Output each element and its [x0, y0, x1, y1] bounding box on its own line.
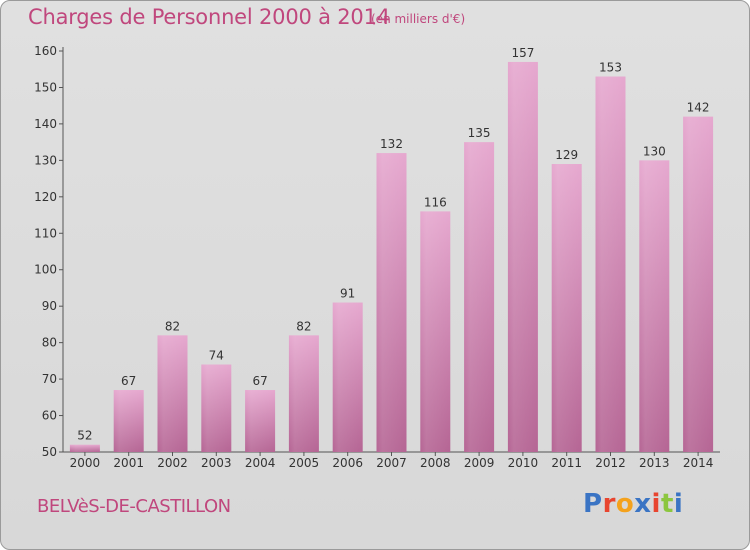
- logo-letter: r: [602, 489, 616, 519]
- commune-name: BELVèS-DE-CASTILLON: [37, 496, 231, 517]
- data-label: 82: [296, 319, 311, 333]
- y-tick-label: 140: [34, 117, 57, 131]
- y-tick-label: 70: [42, 372, 57, 386]
- data-label: 52: [77, 429, 92, 443]
- logo-letter: t: [660, 489, 674, 519]
- bar-highlight: [201, 364, 232, 452]
- bar-highlight: [69, 444, 100, 452]
- x-tick-label: 2012: [595, 456, 626, 470]
- x-tick-label: 2007: [376, 456, 407, 470]
- x-tick-label: 2004: [245, 456, 276, 470]
- chart-title: Charges de Personnel 2000 à 2014: [28, 5, 390, 29]
- data-label: 74: [209, 349, 224, 363]
- proxiti-logo: Proxiti: [583, 489, 683, 519]
- x-tick-label: 2013: [639, 456, 670, 470]
- bar-highlight: [157, 335, 188, 452]
- data-label: 142: [687, 101, 710, 115]
- chart-subtitle: (en milliers d'€): [371, 12, 466, 26]
- x-tick-label: 2008: [420, 456, 451, 470]
- y-tick-label: 100: [34, 263, 57, 277]
- x-tick-label: 2006: [332, 456, 363, 470]
- y-tick-label: 90: [42, 299, 57, 313]
- y-tick-label: 60: [42, 409, 57, 423]
- logo-letter: P: [583, 489, 603, 519]
- data-label: 116: [424, 195, 447, 209]
- x-tick-label: 2011: [551, 456, 582, 470]
- bar-highlight: [639, 160, 670, 452]
- x-tick-label: 2002: [157, 456, 188, 470]
- y-tick-label: 50: [42, 445, 57, 459]
- y-tick-label: 130: [34, 153, 57, 167]
- logo-letter: o: [615, 489, 635, 519]
- y-tick-label: 160: [34, 44, 57, 58]
- x-tick-label: 2001: [113, 456, 144, 470]
- data-label: 82: [165, 319, 180, 333]
- bar-highlight: [113, 390, 144, 452]
- bars: [69, 61, 714, 453]
- x-tick-label: 2009: [464, 456, 495, 470]
- bar-highlight: [507, 61, 538, 452]
- bar-highlight: [288, 335, 319, 452]
- y-tick-label: 110: [34, 226, 57, 240]
- data-label: 157: [511, 46, 534, 60]
- bar-highlight: [376, 153, 407, 452]
- data-label: 153: [599, 61, 622, 75]
- x-axis: 2000 2001 2002 2003 2004 2005 2006 2007 2008 2009…: [63, 451, 720, 470]
- x-tick-label: 2000: [70, 456, 101, 470]
- data-label: 135: [468, 126, 491, 140]
- data-label: 130: [643, 144, 666, 158]
- bar-highlight: [245, 390, 276, 452]
- y-tick-label: 120: [34, 190, 57, 204]
- data-label: 67: [252, 374, 267, 388]
- x-tick-label: 2003: [201, 456, 232, 470]
- y-tick-label: 80: [42, 336, 57, 350]
- data-labels: 52 67 82 74 67 82 91 132 116 135 157 129 153 130 142: [77, 46, 709, 443]
- x-tick-label: 2005: [289, 456, 320, 470]
- bar-highlight: [332, 302, 363, 452]
- bar-highlight: [595, 76, 626, 452]
- logo-letter: i: [651, 489, 661, 519]
- data-label: 129: [555, 148, 578, 162]
- logo-letter: i: [673, 489, 684, 519]
- bar-highlight: [683, 116, 714, 453]
- y-tick-label: 150: [34, 80, 57, 94]
- data-label: 132: [380, 137, 403, 151]
- x-tick-label: 2014: [683, 456, 714, 470]
- data-label: 67: [121, 374, 136, 388]
- logo-letter: x: [634, 489, 652, 519]
- bar-highlight: [551, 164, 582, 452]
- x-tick-label: 2010: [508, 456, 539, 470]
- bar-highlight: [464, 142, 495, 453]
- data-label: 91: [340, 287, 355, 301]
- y-axis: 50 60 70 80 90 100 110 120 130 140 150 160: [34, 44, 64, 459]
- bar-highlight: [420, 211, 451, 452]
